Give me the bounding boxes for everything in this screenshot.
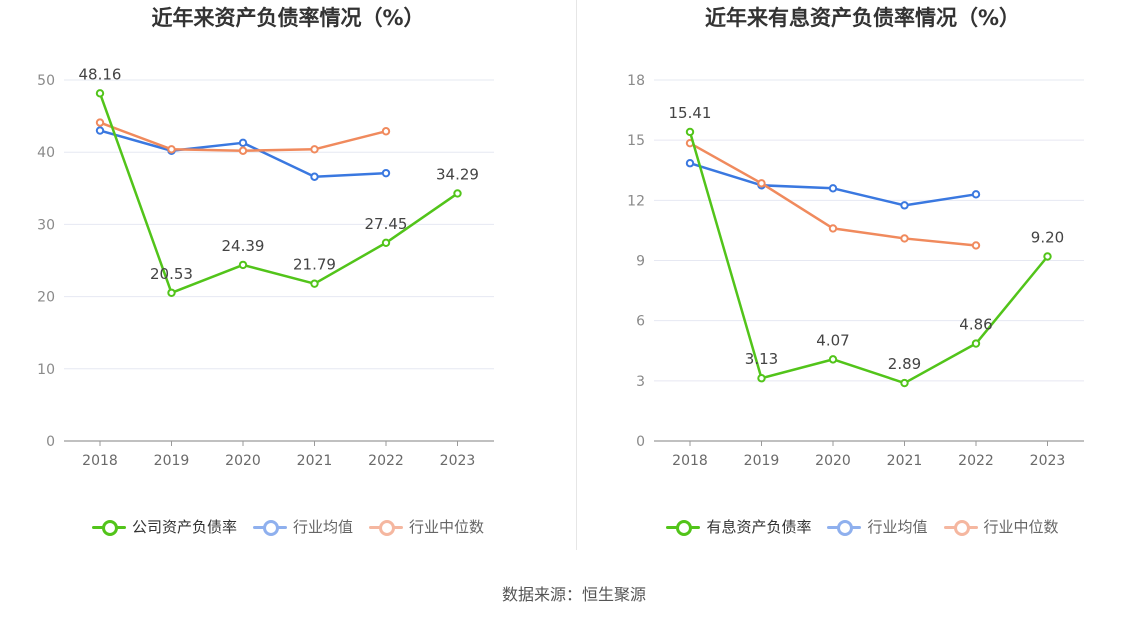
data-point [828, 224, 838, 233]
x-tick-label: 2022 [368, 453, 404, 469]
legend-line-marker-icon [91, 519, 126, 536]
data-point [238, 146, 248, 155]
data-point [757, 374, 766, 383]
legend-label: 行业中位数 [983, 518, 1059, 536]
legend-line-marker-icon [252, 519, 287, 536]
legend-item[interactable]: 行业中位数 [943, 516, 1059, 537]
data-source-label: 数据来源：恒生聚源 [501, 585, 646, 604]
y-tick-label: 0 [636, 434, 645, 450]
data-label: 20.53 [150, 265, 193, 283]
data-label: 24.39 [222, 237, 265, 255]
chart-title: 近年来资产负债率情况（%） [151, 6, 425, 30]
x-tick-label: 2020 [225, 453, 261, 469]
data-point [900, 234, 909, 243]
legend: 公司资产负债率 行业均值 行业中位数 [0, 516, 576, 537]
x-tick-label: 2021 [887, 453, 923, 469]
legend-label: 行业均值 [867, 518, 928, 536]
legend-line-marker-icon [827, 519, 862, 536]
legend-item[interactable]: 公司资产负债率 [91, 516, 237, 537]
data-point [971, 339, 981, 348]
series-line [688, 131, 1049, 385]
chart-panel-debt-ratio: 近年来资产负债率情况（%） 0 10 20 30 40 50 2018 2019 2020 202… [0, 0, 576, 550]
x-tick-label: 2021 [297, 453, 333, 469]
data-point [900, 378, 909, 388]
data-point [828, 355, 838, 364]
data-label: 27.45 [365, 215, 408, 233]
data-point [828, 184, 838, 193]
legend-item[interactable]: 行业均值 [252, 516, 353, 537]
data-point [238, 138, 248, 148]
legend-item[interactable]: 有息资产负债率 [666, 516, 811, 537]
x-tick-label: 2019 [744, 453, 780, 469]
y-tick-label: 20 [37, 290, 55, 306]
data-point [310, 145, 319, 154]
chart-panel-interest-debt-ratio: 近年来有息资产负债率情况（%） 0 3 6 9 12 15 18 2018 2019 2020 20… [577, 0, 1148, 550]
data-point [971, 241, 981, 250]
chart-title: 近年来有息资产负债率情况（%） [704, 6, 1021, 30]
y-tick-label: 10 [37, 362, 55, 378]
panel-divider [576, 0, 577, 550]
data-label: 21.79 [293, 256, 336, 274]
legend-label: 行业中位数 [409, 518, 485, 536]
data-point [453, 189, 462, 198]
y-tick-label: 0 [46, 434, 55, 450]
x-tick-label: 2018 [672, 453, 708, 469]
legend: 有息资产负债率 行业均值 行业中位数 [577, 516, 1148, 537]
data-label: 3.13 [745, 350, 778, 368]
legend-label: 有息资产负债率 [706, 518, 812, 536]
data-point [685, 127, 695, 137]
x-tick-label: 2022 [958, 453, 994, 469]
legend-line-marker-icon [369, 519, 403, 536]
y-tick-label: 3 [636, 374, 645, 390]
data-point [971, 190, 981, 199]
series-line [98, 92, 459, 295]
data-point [167, 145, 176, 154]
data-point [95, 118, 105, 127]
y-tick-label: 15 [627, 133, 645, 149]
y-tick-label: 6 [636, 314, 645, 330]
data-label: 48.16 [79, 65, 122, 83]
x-tick-label: 2018 [82, 453, 118, 469]
x-tick-label: 2023 [440, 453, 476, 469]
line-chart-debt-ratio: 0 10 20 30 40 50 2018 2019 2020 2021 2022 2023 48.16… [37, 65, 494, 469]
data-point [238, 260, 248, 270]
data-point [381, 238, 391, 248]
data-point [167, 288, 176, 297]
legend-label: 行业均值 [292, 518, 353, 536]
data-point [757, 179, 766, 188]
y-tick-label: 30 [37, 217, 55, 233]
data-point [310, 172, 319, 181]
data-point [685, 159, 695, 168]
data-point [900, 201, 909, 210]
data-point [310, 279, 319, 288]
x-tick-label: 2020 [815, 453, 851, 469]
x-tick-label: 2023 [1030, 453, 1066, 469]
data-label: 4.07 [816, 331, 849, 349]
legend-line-marker-icon [666, 519, 701, 536]
data-point [95, 89, 105, 98]
y-tick-label: 40 [37, 145, 55, 161]
legend-label: 公司资产负债率 [131, 518, 237, 536]
data-label: 15.41 [669, 104, 712, 122]
data-point [381, 127, 391, 136]
y-tick-label: 18 [627, 73, 645, 89]
legend-item[interactable]: 行业中位数 [369, 516, 484, 537]
x-tick-label: 2019 [154, 453, 190, 469]
data-label: 4.86 [959, 316, 992, 334]
data-label: 2.89 [888, 355, 921, 373]
line-chart-interest-debt-ratio: 0 3 6 9 12 15 18 2018 2019 2020 2021 2022 2023 15.41 3… [627, 73, 1084, 469]
legend-item[interactable]: 行业均值 [827, 516, 928, 537]
y-tick-label: 50 [37, 73, 55, 89]
data-point [95, 126, 105, 135]
y-tick-label: 12 [627, 193, 645, 209]
legend-line-marker-icon [943, 519, 978, 536]
y-tick-label: 9 [636, 254, 645, 270]
data-point [1043, 252, 1052, 261]
data-label: 34.29 [436, 165, 479, 183]
data-point [381, 168, 391, 178]
data-label: 9.20 [1031, 228, 1064, 246]
